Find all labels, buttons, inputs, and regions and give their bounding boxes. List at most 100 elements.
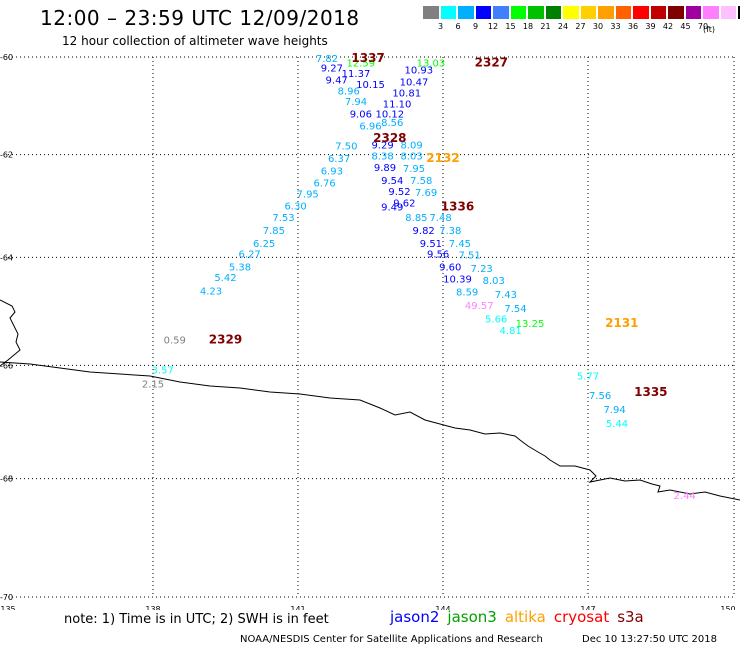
color-scale-label: 45 xyxy=(680,22,691,31)
color-swatch xyxy=(649,5,667,20)
color-swatch xyxy=(632,5,650,20)
color-swatch xyxy=(544,5,562,20)
longitude-tick-label: 135 xyxy=(0,605,15,610)
color-scale-label: 9 xyxy=(472,22,479,31)
wave-height-value: 6.96 xyxy=(359,122,381,133)
longitude-tick-label: 147 xyxy=(580,605,595,610)
latitude-tick-label: -68 xyxy=(0,475,13,484)
wave-height-value: 7.56 xyxy=(589,391,611,402)
longitude-tick-label: 144 xyxy=(435,605,450,610)
wave-height-value: 7.69 xyxy=(415,188,437,199)
wave-height-value: 6.27 xyxy=(239,249,261,260)
wave-height-value: 7.51 xyxy=(458,250,480,261)
latitude-tick-label: -64 xyxy=(0,253,13,262)
track-time-label: 1335 xyxy=(634,385,667,399)
color-scale-label: 42 xyxy=(662,22,674,31)
color-scale-label: 6 xyxy=(455,22,461,31)
wave-height-value: 10.12 xyxy=(376,109,405,120)
latitude-tick-label: -60 xyxy=(0,53,13,62)
wave-height-value: 10.15 xyxy=(356,80,385,91)
color-scale-label: 15 xyxy=(505,22,516,31)
wave-height-value: 4.23 xyxy=(200,287,222,298)
wave-height-value: 9.49 xyxy=(381,202,403,213)
wave-height-value: 11.10 xyxy=(383,100,412,111)
color-scale-label: 24 xyxy=(557,22,569,31)
color-swatch xyxy=(737,5,740,20)
page-title: 12:00 – 23:59 UTC 12/09/2018 xyxy=(40,6,360,30)
longitude-tick-label: 141 xyxy=(290,605,305,610)
wave-height-value: 5.44 xyxy=(606,419,628,430)
wave-height-value: 49.57 xyxy=(465,301,494,312)
legend-entry-jason2: jason2 xyxy=(390,608,440,626)
map-grid: 135 138 141 144 147 150 -60 -62 -64 -66 -68 -70 xyxy=(0,53,736,610)
color-swatch xyxy=(439,5,457,20)
wave-height-value: 13.03 xyxy=(417,59,446,70)
wave-height-value: 7.50 xyxy=(335,142,357,153)
color-swatch xyxy=(509,5,527,20)
color-swatch xyxy=(579,5,597,20)
wave-height-value: 10.39 xyxy=(443,274,472,285)
wave-height-value: 7.48 xyxy=(429,213,451,224)
legend-entry-jason3: jason3 xyxy=(447,608,497,626)
color-scale-label: 3 xyxy=(437,22,444,31)
wave-height-value: 9.56 xyxy=(427,249,449,260)
wave-height-value: 5.66 xyxy=(485,315,507,326)
wave-height-value: 7.94 xyxy=(345,97,367,108)
color-scale-label: 70 xyxy=(697,22,709,31)
wave-height-value: 6.25 xyxy=(253,239,275,250)
legend-entry-s3a: s3a xyxy=(617,608,644,626)
color-scale-label: 33 xyxy=(610,22,621,31)
wave-height-value: 7.54 xyxy=(504,304,526,315)
wave-height-value: 7.38 xyxy=(439,226,461,237)
wave-height-value: 7.95 xyxy=(297,190,319,201)
color-swatch xyxy=(702,5,720,20)
wave-height-value: 0.59 xyxy=(164,335,186,346)
wave-height-value: 7.23 xyxy=(471,264,493,275)
color-swatch xyxy=(684,5,702,20)
wave-height-value: 8.85 xyxy=(405,213,427,224)
wave-height-value: 6.37 xyxy=(328,154,350,165)
wave-height-value: 9.29 xyxy=(371,141,393,152)
wave-height-value: 6.76 xyxy=(313,178,335,189)
wave-height-value: 3.57 xyxy=(152,366,174,377)
wave-height-value: 10.47 xyxy=(400,78,429,89)
color-swatch xyxy=(422,5,440,20)
wave-height-map: 135 138 141 144 147 150 -60 -62 -64 -66 -68 -70 7.8… xyxy=(0,51,740,610)
track-time-label: 1336 xyxy=(441,199,474,213)
wave-height-value: 7.85 xyxy=(263,226,285,237)
wave-height-value: 4.81 xyxy=(500,326,522,337)
wave-height-value: 9.54 xyxy=(381,176,403,187)
wave-height-value: 6.30 xyxy=(284,201,306,212)
generated-timestamp: Dec 10 13:27:50 UTC 2018 xyxy=(582,634,717,645)
track-time-label: 2328 xyxy=(373,131,406,145)
color-swatch xyxy=(457,5,475,20)
color-swatch xyxy=(562,5,580,20)
color-swatch xyxy=(614,5,632,20)
wave-height-value: 9.47 xyxy=(326,75,348,86)
longitude-tick-label: 138 xyxy=(145,605,160,610)
track-time-label: 2327 xyxy=(475,56,508,70)
wave-height-value: 7.94 xyxy=(603,405,625,416)
legend-entry-cryosat: cryosat xyxy=(553,608,610,626)
track-time-label: 2132 xyxy=(426,151,459,165)
wave-height-value: 8.38 xyxy=(371,152,393,163)
color-scale-label: 12 xyxy=(487,22,499,31)
track-time-label: 1337 xyxy=(351,51,384,65)
antarctic-coastline xyxy=(0,299,21,367)
satellite-legend: jason2 jason3 altika cryosat s3a xyxy=(390,608,652,626)
color-scale-label: 27 xyxy=(575,22,586,31)
wave-height-value: 10.93 xyxy=(405,66,434,77)
wave-height-value: 11.37 xyxy=(342,69,371,80)
color-scale-label: 39 xyxy=(645,22,656,31)
latitude-tick-label: -70 xyxy=(0,593,13,602)
color-scale-label: 36 xyxy=(627,22,639,31)
track-time-label: 2329 xyxy=(209,332,242,346)
satellite-track-labels: 1337 2327 2328 2132 1336 2131 2329 1335 xyxy=(209,51,668,399)
wave-height-value: 12.59 xyxy=(347,59,376,70)
wave-height-value: 2.44 xyxy=(674,491,696,502)
color-scale-label: 21 xyxy=(540,22,551,31)
wave-height-value: 7.43 xyxy=(495,290,517,301)
color-scale-label: 18 xyxy=(522,22,534,31)
wave-height-value: 9.89 xyxy=(374,163,396,174)
